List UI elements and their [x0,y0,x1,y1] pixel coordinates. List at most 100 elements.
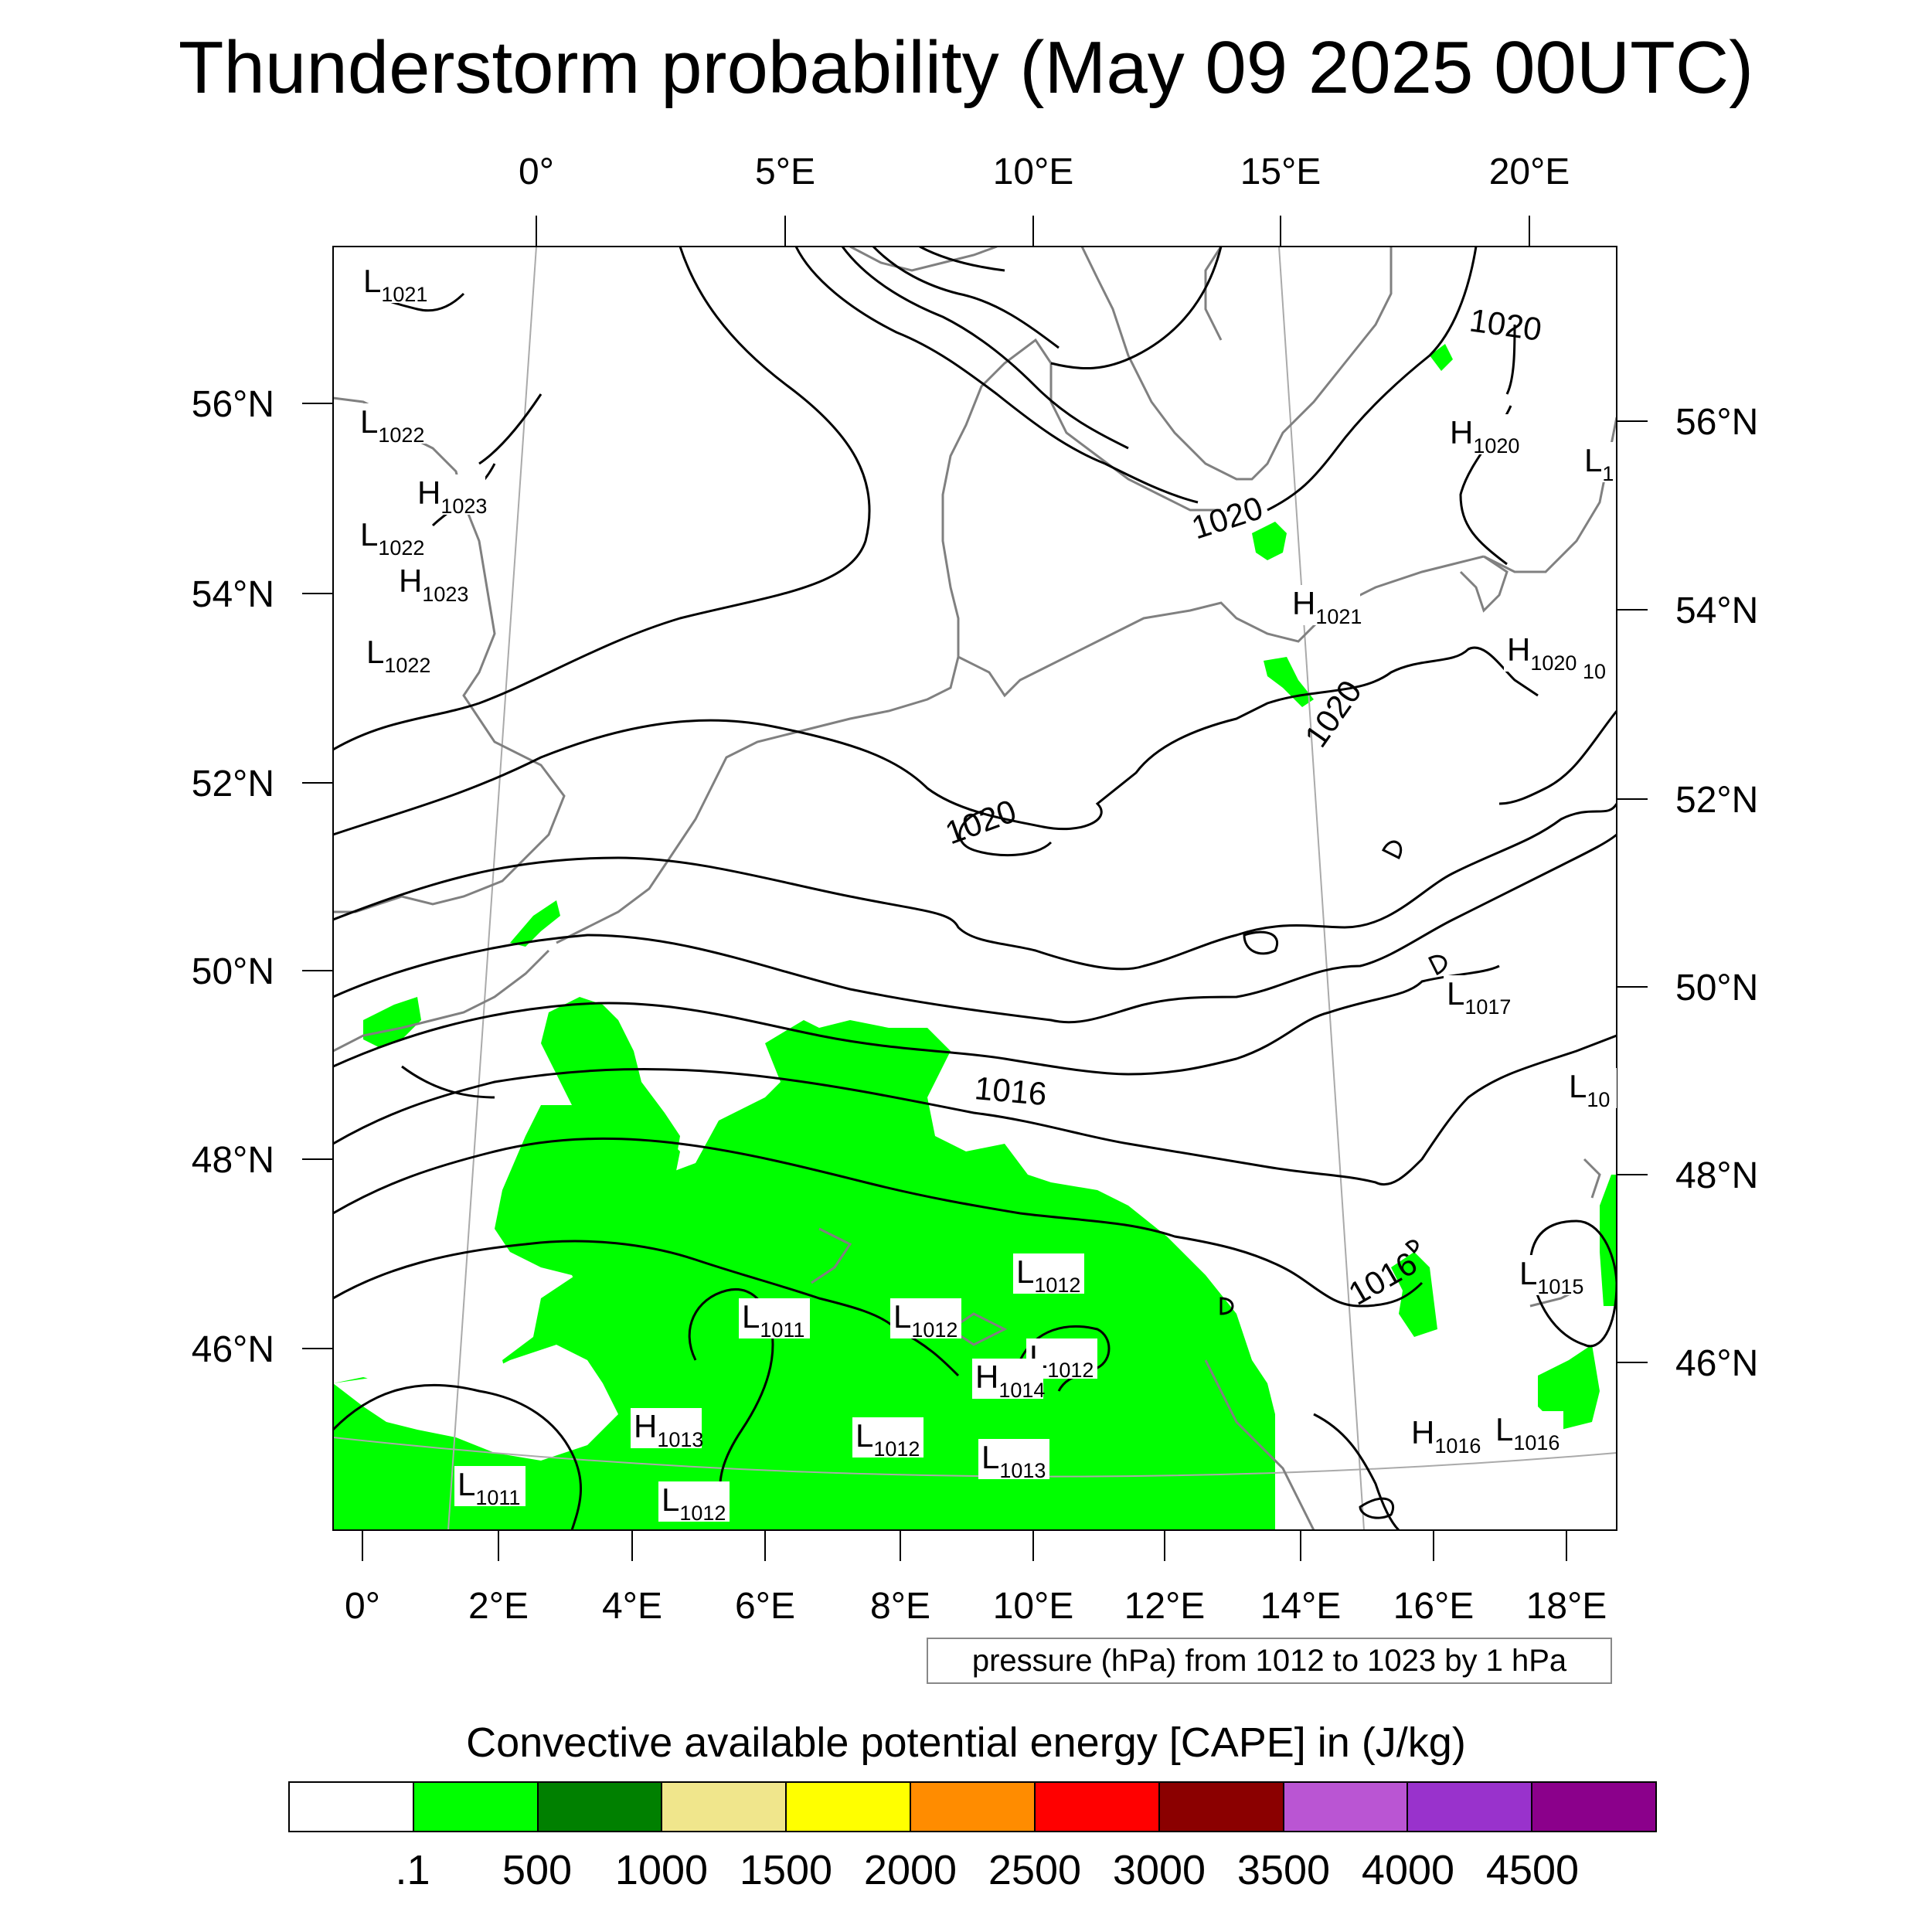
top-lon-tick-5e: 5°E [755,151,815,192]
cape-area-east-edge [1600,1175,1617,1306]
svg-text:L1012: L1012 [855,1417,920,1461]
colorbar-swatch [413,1783,539,1831]
bottom-lon-tick-10e: 10°E [993,1586,1074,1627]
svg-text:L1011: L1011 [457,1466,520,1509]
left-lat-tick-46n: 46°N [192,1329,274,1370]
pressure-center-label: L1017 [1444,975,1515,1019]
pressure-center-label: H1020 [1504,631,1577,675]
svg-text:H1014: H1014 [975,1359,1045,1402]
isobar-lines [333,247,1617,1530]
cape-area-hungary [1391,1252,1437,1337]
colorbar-swatch [787,1783,912,1831]
bottom-lon-tick-0: 0° [345,1586,380,1627]
svg-text:H1021: H1021 [1292,585,1362,628]
colorbar-label: 3000 [1112,1847,1206,1893]
svg-text:L1015: L1015 [1519,1255,1583,1298]
svg-text:L1013: L1013 [981,1439,1046,1482]
contour-info-box: pressure (hPa) from 1012 to 1023 by 1 hP… [927,1638,1612,1684]
svg-text:H1016: H1016 [1411,1414,1481,1458]
colorbar-swatch [1408,1783,1533,1831]
graticule-lines [333,247,1617,1530]
pressure-center-label: H1013 [631,1408,703,1451]
pressure-center-label: L1016 [1492,1411,1563,1454]
cape-area-france-north [541,1113,680,1213]
svg-text:L1022: L1022 [360,403,424,447]
colorbar-swatch [1035,1783,1160,1831]
right-lat-tick-56n: 56°N [1675,402,1758,443]
colorbar-swatch [290,1783,414,1831]
colorbar-title: Convective available potential energy [C… [466,1719,1466,1766]
pressure-center-label: 10 [1583,660,1606,683]
svg-text:L1017: L1017 [1447,975,1511,1019]
top-lon-tick-0: 0° [519,151,554,192]
right-lat-tick-48n: 48°N [1675,1155,1758,1196]
pressure-center-label: L1022 [357,516,428,560]
colorbar-swatch [1284,1783,1409,1831]
cape-area-austria [1159,1283,1198,1306]
colorbar-swatch [1159,1783,1284,1831]
cape-area-channel [363,997,421,1047]
pressure-center-label: L1 [1581,442,1615,485]
colorbar-labels: .1 500 1000 1500 2000 2500 3000 3500 400… [288,1843,1657,1897]
svg-text:H1023: H1023 [417,474,487,518]
colorbar-label: 4000 [1361,1847,1455,1893]
svg-text:L1012: L1012 [662,1481,726,1525]
top-lon-tick-20e: 20°E [1489,151,1570,192]
svg-text:L10: L10 [1569,1068,1610,1111]
bottom-lon-tick-6e: 6°E [735,1586,795,1627]
colorbar-swatch [538,1783,663,1831]
top-lon-tick-15e: 15°E [1240,151,1321,192]
svg-text:L1022: L1022 [360,516,424,560]
chart-title: Thunderstorm probability (May 09 2025 00… [178,26,1754,109]
colorbar-label: 2500 [988,1847,1082,1893]
pressure-center-label: L1021 [360,263,431,306]
isobar-label: 1020 [940,792,1021,851]
svg-text:L1: L1 [1584,442,1614,485]
pressure-centers: L1021 L1022 H1023 L1022 H1023 L1022 H102… [357,263,1617,1525]
left-lat-tick-56n: 56°N [192,384,274,425]
svg-text:L1012: L1012 [893,1298,957,1342]
colorbar-label: 4500 [1485,1847,1580,1893]
bottom-lon-tick-16e: 16°E [1393,1586,1475,1627]
pressure-center-label: H1014 [972,1359,1045,1402]
colorbar-label: 500 [502,1847,573,1893]
pressure-center-label: H1021 [1289,585,1362,628]
pressure-center-label: L1011 [454,1466,526,1509]
colorbar-label: 2000 [863,1847,957,1893]
colorbar-label: 3500 [1236,1847,1331,1893]
colorbar-label: 1000 [614,1847,709,1893]
svg-text:L1012: L1012 [1016,1253,1080,1297]
left-lat-tick-50n: 50°N [192,951,274,992]
map-frame [332,246,1617,1531]
cape-area-lowlands [510,900,560,947]
bottom-lon-tick-18e: 18°E [1526,1586,1607,1627]
pressure-center-label: L1013 [978,1439,1049,1482]
pressure-center-label: L1012 [852,1417,923,1461]
right-lat-tick-46n: 46°N [1675,1343,1758,1384]
top-lon-tick-10e: 10°E [993,151,1074,192]
pressure-center-label: L1011 [739,1298,810,1342]
cape-area-baltic [1252,522,1287,560]
colorbar-label: .1 [395,1847,430,1893]
tick-marks [302,216,1648,1561]
tick-labels: 0° 5°E 10°E 15°E 20°E 0° 2°E 4°E 6°E 8°E… [192,151,1759,1627]
svg-text:H1023: H1023 [399,563,468,606]
pressure-center-label: L10 [1566,1068,1617,1111]
pressure-center-label: H1020 [1447,414,1519,457]
pressure-center-label: H1016 [1408,1414,1481,1458]
left-lat-tick-52n: 52°N [192,764,274,804]
cape-area-southwest [333,1345,618,1461]
left-lat-tick-54n: 54°N [192,574,274,615]
right-lat-tick-54n: 54°N [1675,590,1758,631]
pressure-center-label: H1023 [414,474,487,518]
bottom-lon-tick-4e: 4°E [602,1586,662,1627]
pressure-center-label: H1023 [396,563,468,606]
cape-area-alps-scatter [765,1329,819,1422]
cape-area-sweden [1430,344,1453,371]
svg-text:H1020: H1020 [1507,631,1577,675]
colorbar-label: 1500 [739,1847,833,1893]
pressure-center-label: L1012 [890,1298,961,1342]
right-lat-tick-52n: 52°N [1675,780,1758,821]
isobar-label: 1016 [973,1070,1048,1112]
